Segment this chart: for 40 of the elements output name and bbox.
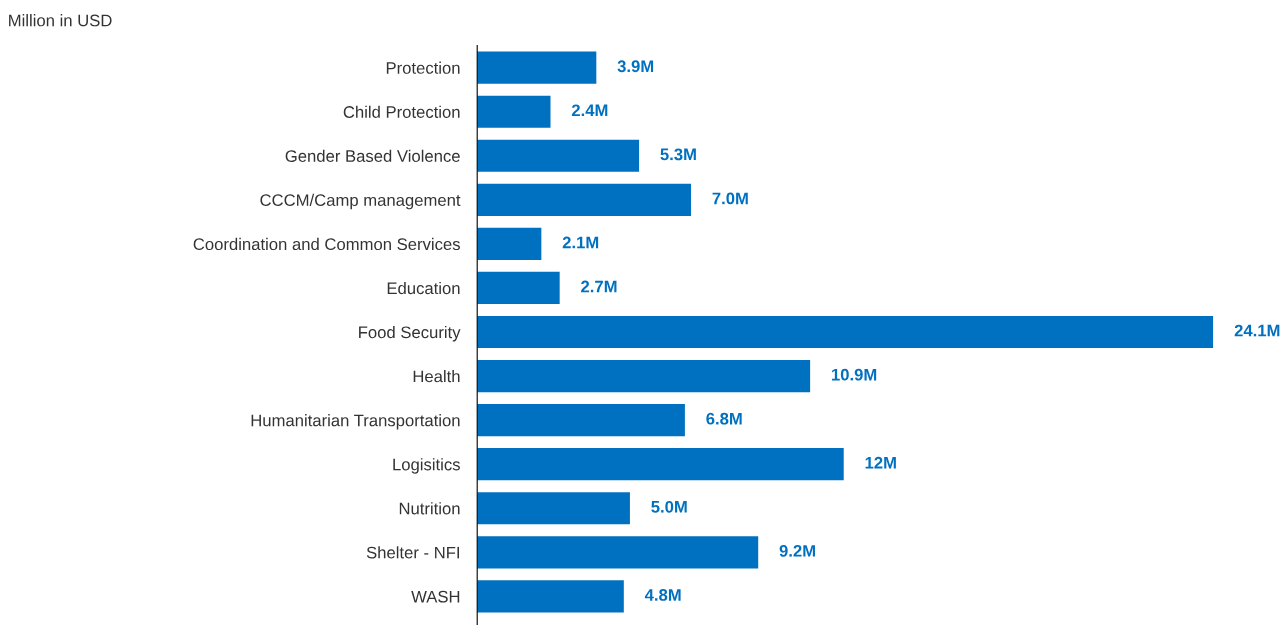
data-label: 2.4M — [571, 104, 608, 117]
y-tick-label: Shelter - NFI — [366, 546, 460, 559]
data-label: 7.0M — [712, 192, 748, 205]
text: Million in USD — [9, 14, 112, 27]
bar — [477, 271, 560, 305]
bar — [477, 448, 844, 481]
y-tick-label: Gender Based Violence — [285, 149, 460, 162]
y-tick-label: Coordination and Common Services — [193, 237, 460, 251]
y-tick-label: CCCM/Camp management — [260, 193, 461, 210]
bar — [477, 580, 624, 613]
data-label: 9.2M — [779, 544, 815, 557]
y-tick-label: Food Security — [359, 325, 461, 342]
data-label: 12M — [865, 456, 896, 469]
y-tick-label: Logisitics — [393, 458, 460, 474]
data-label: 6.8M — [706, 412, 742, 425]
bar — [477, 492, 630, 525]
data-label: 24.1M — [1234, 324, 1280, 337]
y-tick-label: WASH — [411, 590, 460, 603]
y-tick-label: Nutrition — [399, 502, 460, 515]
bar — [477, 51, 597, 84]
bar — [477, 183, 692, 216]
data-label: 10.9M — [832, 368, 877, 381]
bar — [477, 404, 685, 437]
y-tick-label: Humanitarian Transportation — [251, 414, 460, 430]
bar — [477, 536, 759, 569]
y-tick-label: Education — [387, 281, 460, 295]
bar — [477, 227, 542, 260]
data-label: 5.0M — [651, 500, 687, 513]
data-label: 3.9M — [617, 60, 654, 73]
data-label: 2.1M — [562, 236, 599, 249]
data-label: 4.8M — [644, 589, 681, 601]
bar — [477, 139, 640, 172]
data-label: 2.7M — [581, 280, 617, 293]
bar — [477, 95, 551, 128]
y-tick-label: Protection — [386, 61, 460, 74]
bar — [477, 359, 811, 393]
bar — [477, 315, 1214, 349]
y-tick-label: Child Protection — [343, 105, 460, 118]
y-tick-label: Health — [413, 370, 460, 383]
data-label: 5.3M — [660, 148, 696, 161]
